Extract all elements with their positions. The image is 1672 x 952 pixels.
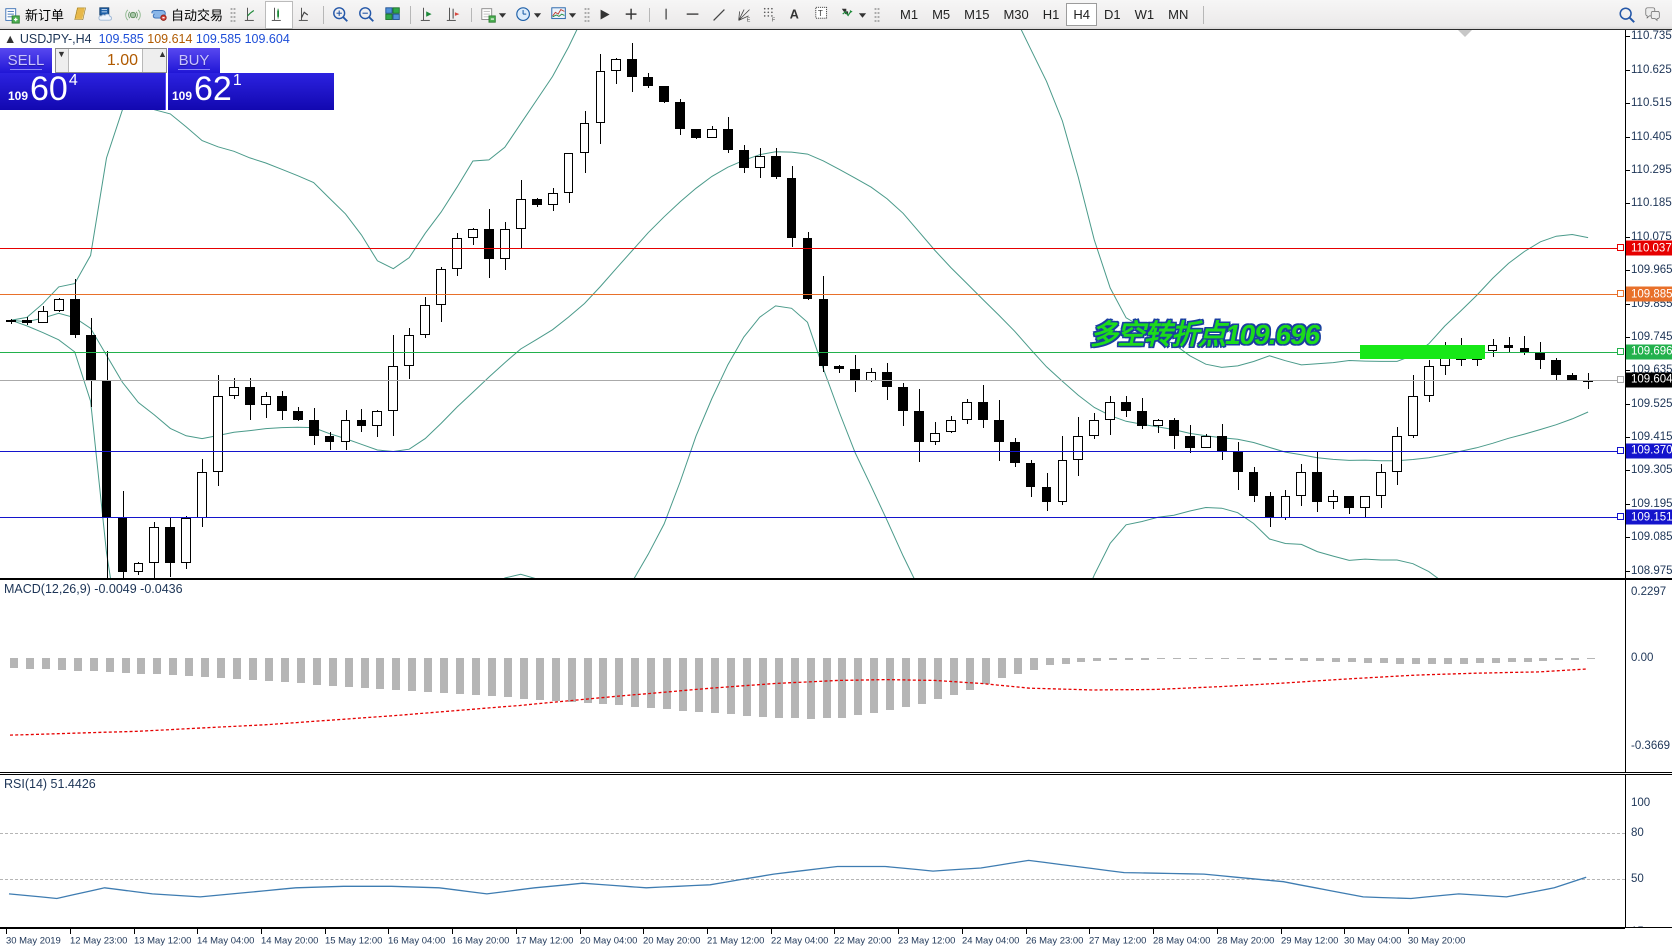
svg-text:F: F xyxy=(772,17,776,23)
svg-text:T: T xyxy=(818,8,823,17)
svg-text:A: A xyxy=(790,7,799,21)
svg-text:E: E xyxy=(747,17,751,23)
